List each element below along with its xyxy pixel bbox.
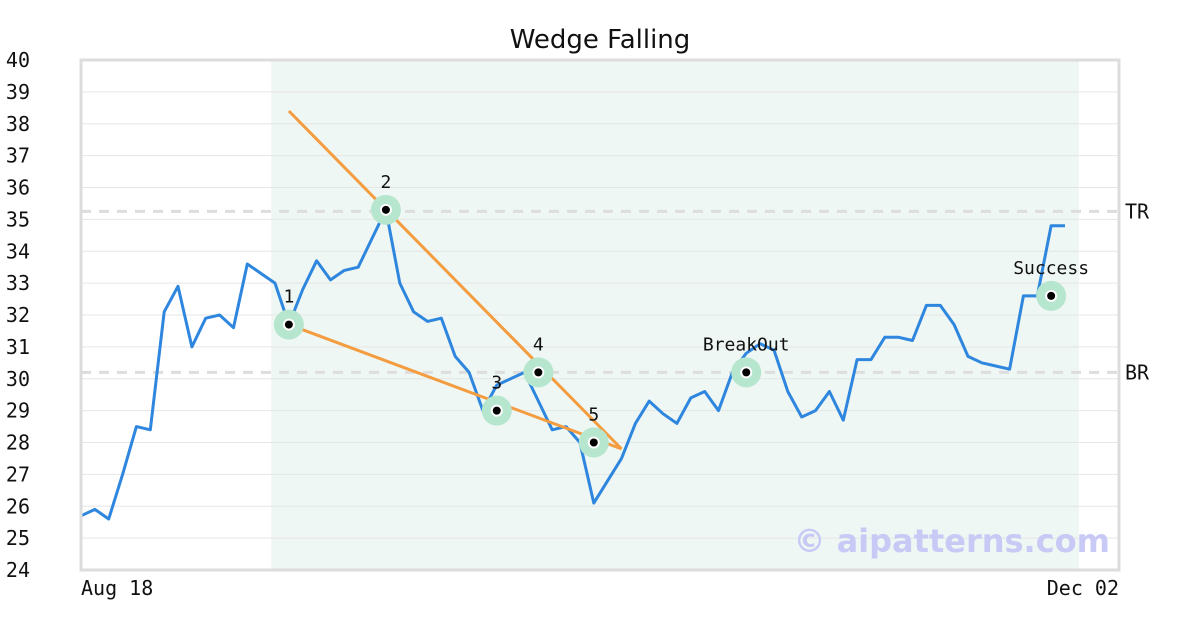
y-tick-label: 40: [6, 48, 30, 72]
x-tick-label-start: Aug 18: [81, 576, 153, 600]
x-tick-labels: Aug 18 Dec 02: [81, 576, 1119, 600]
y-tick-label: 34: [6, 239, 30, 263]
plot-frame: [79, 58, 1121, 572]
wedge-trend-lines: [287, 109, 623, 451]
y-tick-label: 39: [6, 80, 30, 104]
point-label-breakout: BreakOut: [703, 334, 790, 355]
point-marker-breakout: [742, 368, 751, 377]
y-tick-label: 31: [6, 335, 30, 359]
watermark: © aipatterns.com: [793, 522, 1110, 560]
y-tick-label: 36: [6, 176, 30, 200]
point-marker-2: [381, 205, 390, 214]
point-label-success: Success: [1013, 258, 1089, 279]
point-label-1: 1: [283, 287, 294, 308]
upper-trend-line: [287, 109, 623, 450]
y-gridlines: [81, 59, 1119, 571]
point-marker-success: [1047, 291, 1056, 300]
point-label-5: 5: [588, 405, 599, 426]
pattern-points: 1 2 3 4 5 BreakOut Success: [273, 172, 1089, 458]
point-label-4: 4: [533, 334, 544, 355]
chart-title: Wedge Falling: [510, 25, 691, 55]
y-tick-label: 28: [6, 431, 30, 455]
price-line: [80, 208, 1065, 521]
y-tick-label: 29: [6, 399, 30, 423]
x-tick-label-end: Dec 02: [1047, 576, 1119, 600]
y-tick-label: 30: [6, 367, 30, 391]
y-tick-label: 38: [6, 112, 30, 136]
y-tick-label: 24: [6, 558, 30, 582]
y-tick-labels: 24 25 26 27 28 29 30 31 32 33 34 35 36 37 38 39 40: [6, 48, 30, 582]
y-tick-label: 32: [6, 303, 30, 327]
reference-label-br: BR: [1125, 360, 1150, 384]
y-tick-label: 35: [6, 207, 30, 231]
y-tick-label: 27: [6, 462, 30, 486]
point-marker-4: [534, 368, 543, 377]
y-tick-label: 37: [6, 144, 30, 168]
reference-label-tr: TR: [1125, 199, 1150, 223]
price-series: [80, 208, 1065, 521]
point-label-3: 3: [491, 373, 502, 394]
point-marker-1: [284, 320, 293, 329]
y-tick-label: 26: [6, 494, 30, 518]
lower-trend-line: [288, 323, 623, 451]
point-marker-3: [492, 406, 501, 415]
horizontal-reference-lines: TR BR: [81, 199, 1150, 384]
y-tick-label: 33: [6, 271, 30, 295]
y-tick-label: 25: [6, 526, 30, 550]
point-label-2: 2: [380, 172, 391, 193]
point-marker-5: [589, 438, 598, 447]
